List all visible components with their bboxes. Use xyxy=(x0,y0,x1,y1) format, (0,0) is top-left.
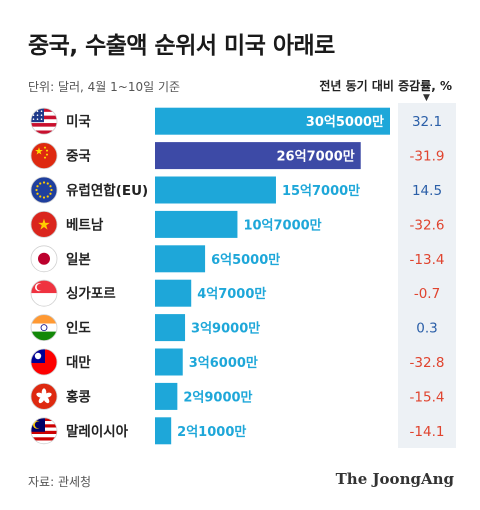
category-label: 유럽연합(EU) xyxy=(66,182,148,199)
category-label: 인도 xyxy=(66,320,91,337)
bar xyxy=(155,107,390,135)
singapore-flag-icon xyxy=(30,279,58,307)
header-arrow-icon: ▼ xyxy=(423,93,430,103)
svg-text:★: ★ xyxy=(37,215,50,233)
category-label: 홍콩 xyxy=(66,388,91,405)
us-flag-icon xyxy=(30,107,58,135)
category-label: 베트남 xyxy=(66,216,104,233)
bar xyxy=(155,210,238,238)
change-label: 14.5 xyxy=(412,183,442,199)
category-label: 말레이시아 xyxy=(66,423,129,440)
chart-subtitle: 단위: 달러, 4월 1~10일 기준 xyxy=(28,80,181,94)
china-flag-icon: ★ xyxy=(30,142,58,170)
change-column-header: 전년 동기 대비 증감률, % xyxy=(319,79,452,93)
japan-flag-icon xyxy=(30,245,58,273)
category-label: 중국 xyxy=(66,149,91,165)
change-label: -31.9 xyxy=(410,149,445,165)
bar xyxy=(155,142,361,170)
taiwan-flag-icon xyxy=(30,348,58,376)
category-label: 대만 xyxy=(66,355,91,371)
change-column-background xyxy=(398,103,456,448)
value-label: 4억7000만 xyxy=(197,286,266,302)
value-label: 2억1000만 xyxy=(177,424,246,440)
bar xyxy=(155,348,183,376)
change-label: -15.4 xyxy=(410,389,445,405)
india-flag-icon xyxy=(30,314,58,342)
change-label: -32.8 xyxy=(410,355,445,371)
bar xyxy=(155,176,276,204)
category-label: 일본 xyxy=(66,252,91,268)
change-label: -14.1 xyxy=(410,424,445,440)
category-label: 싱가포르 xyxy=(66,286,116,302)
bar xyxy=(155,245,206,273)
bar xyxy=(155,279,192,307)
change-label: 32.1 xyxy=(412,114,442,130)
value-label: 15억7000만 xyxy=(282,183,360,199)
bar xyxy=(155,314,186,342)
value-label: 10억7000만 xyxy=(243,217,321,233)
change-label: -13.4 xyxy=(410,252,445,268)
vietnam-flag-icon: ★ xyxy=(30,210,58,238)
change-label: 0.3 xyxy=(416,321,437,337)
bar xyxy=(155,382,178,410)
value-label: 30억5000만 xyxy=(306,114,384,130)
change-label: -0.7 xyxy=(414,286,440,302)
value-label: 3억9000만 xyxy=(191,321,260,337)
eu-flag-icon xyxy=(30,176,58,204)
publisher-logo: The JoongAng xyxy=(335,470,454,488)
chart-title: 중국, 수출액 순위서 미국 아래로 xyxy=(28,33,335,59)
value-label: 2억9000만 xyxy=(183,389,252,405)
malaysia-flag-icon xyxy=(30,417,58,445)
hongkong-flag-icon xyxy=(30,382,58,410)
value-label: 6억5000만 xyxy=(211,252,280,268)
source-note: 자료: 관세청 xyxy=(28,475,92,489)
category-label: 미국 xyxy=(66,114,91,130)
bar xyxy=(155,417,172,445)
value-label: 3억6000만 xyxy=(189,355,258,371)
value-label: 26억7000만 xyxy=(277,149,355,165)
change-label: -32.6 xyxy=(410,217,445,233)
svg-text:★: ★ xyxy=(35,147,44,158)
